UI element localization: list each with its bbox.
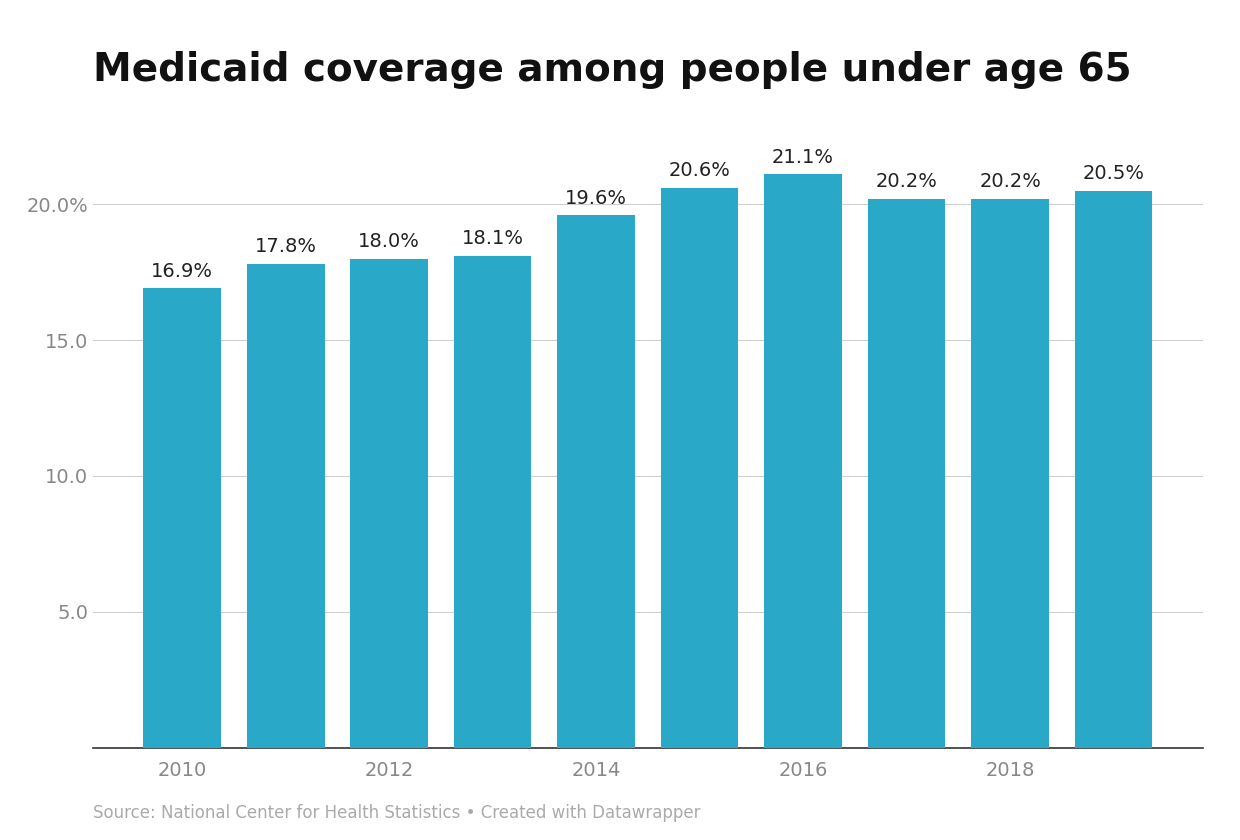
Text: 20.2%: 20.2% — [875, 172, 937, 192]
Text: Source: National Center for Health Statistics • Created with Datawrapper: Source: National Center for Health Stati… — [93, 804, 701, 822]
Text: Medicaid coverage among people under age 65: Medicaid coverage among people under age… — [93, 51, 1132, 89]
Bar — [557, 215, 635, 748]
Text: 16.9%: 16.9% — [151, 262, 213, 281]
Bar — [144, 288, 221, 748]
Bar — [971, 199, 1049, 748]
Bar — [351, 259, 428, 748]
Text: 17.8%: 17.8% — [254, 238, 316, 256]
Bar — [764, 175, 842, 748]
Text: 19.6%: 19.6% — [565, 188, 627, 207]
Text: 18.1%: 18.1% — [461, 229, 523, 249]
Text: 18.0%: 18.0% — [358, 232, 420, 251]
Bar — [868, 199, 945, 748]
Text: 20.2%: 20.2% — [980, 172, 1042, 192]
Bar — [661, 188, 739, 748]
Bar — [454, 256, 532, 748]
Bar — [247, 264, 325, 748]
Bar — [1075, 191, 1152, 748]
Text: 20.5%: 20.5% — [1083, 164, 1145, 183]
Text: 21.1%: 21.1% — [773, 148, 835, 167]
Text: 20.6%: 20.6% — [668, 161, 730, 181]
